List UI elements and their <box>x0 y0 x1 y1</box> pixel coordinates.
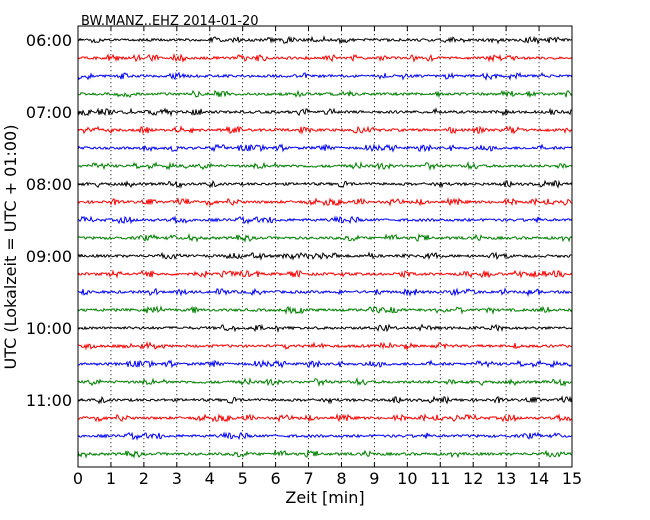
trace-line <box>77 143 573 153</box>
x-tick-label: 3 <box>172 469 182 488</box>
trace-line <box>77 53 573 63</box>
vertical-grid <box>110 26 540 467</box>
trace-line <box>77 251 573 261</box>
x-tick-label: 13 <box>496 469 516 488</box>
x-tick-label: 7 <box>303 469 313 488</box>
x-tick-label: 0 <box>73 469 83 488</box>
trace-line <box>77 179 573 189</box>
trace-line <box>77 125 573 135</box>
x-tick-label: 1 <box>106 469 116 488</box>
x-tick-label: 12 <box>463 469 483 488</box>
trace-line <box>77 305 573 316</box>
trace-line <box>77 449 573 459</box>
y-axis-label: UTC (Lokalzeit = UTC + 01:00) <box>1 125 20 370</box>
x-axis-label: Zeit [min] <box>285 488 364 507</box>
trace-line <box>77 160 573 171</box>
x-tick-label: 15 <box>562 469 582 488</box>
x-tick-label: 14 <box>529 469 549 488</box>
y-axis-ticks: 06:00 07:00 08:00 09:00 10:00 11:00 <box>26 31 83 410</box>
trace-line <box>77 412 573 423</box>
trace-line <box>77 323 573 334</box>
x-tick-label: 2 <box>139 469 149 488</box>
trace-line <box>77 341 573 351</box>
trace-line <box>77 359 573 369</box>
x-tick-label: 8 <box>336 469 346 488</box>
trace-line <box>77 196 573 207</box>
x-axis-ticks: 0 1 2 3 4 5 6 7 8 9 10 11 12 13 14 15 <box>73 26 582 488</box>
x-tick-label: 9 <box>369 469 379 488</box>
chart-title: BW.MANZ..EHZ 2014-01-20 <box>81 14 259 29</box>
trace-line <box>77 89 573 99</box>
trace-line <box>77 232 573 243</box>
y-tick-label: 08:00 <box>26 175 72 194</box>
trace-line <box>77 35 573 45</box>
y-tick-label: 09:00 <box>26 247 72 266</box>
trace-line <box>77 107 573 117</box>
x-tick-label: 5 <box>238 469 248 488</box>
x-tick-label: 10 <box>397 469 417 488</box>
y-tick-label: 07:00 <box>26 103 72 122</box>
trace-line <box>77 215 573 225</box>
y-tick-label: 06:00 <box>26 31 72 50</box>
trace-line <box>77 71 573 81</box>
y-tick-label: 10:00 <box>26 319 72 338</box>
trace-line <box>77 395 573 405</box>
seismic-traces <box>77 35 573 459</box>
trace-line <box>77 287 573 298</box>
trace-line <box>77 431 573 441</box>
y-tick-label: 11:00 <box>26 391 72 410</box>
x-tick-label: 4 <box>205 469 215 488</box>
plot-frame <box>77 25 573 468</box>
x-tick-label: 11 <box>430 469 450 488</box>
trace-line <box>77 269 573 279</box>
x-tick-label: 6 <box>271 469 281 488</box>
trace-line <box>77 376 573 387</box>
